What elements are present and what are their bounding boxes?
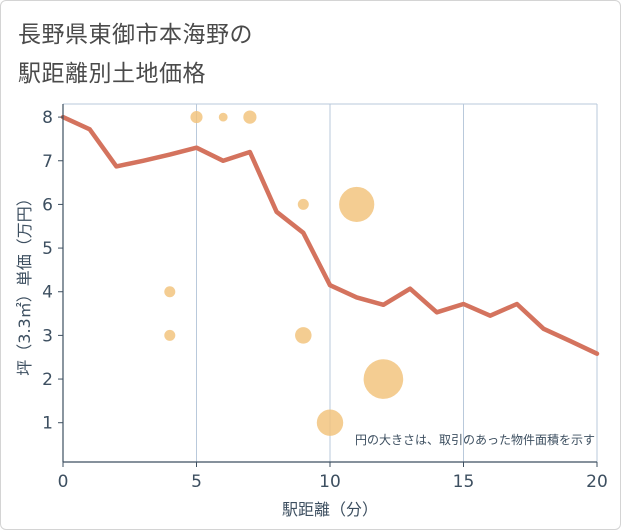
average-price-line — [60, 114, 600, 356]
bubble-point — [295, 327, 312, 344]
x-tick-label: 5 — [191, 472, 202, 492]
bubble-point — [243, 110, 257, 124]
y-tick-label: 2 — [42, 370, 53, 390]
bubble-series — [164, 110, 404, 436]
x-tick-label: 15 — [453, 472, 475, 492]
x-tick-label: 0 — [58, 472, 69, 492]
y-tick-label: 5 — [42, 239, 53, 259]
y-tick-label: 8 — [42, 108, 53, 128]
axes: 1 2 3 4 5 6 7 8 0 5 10 15 20 — [42, 104, 608, 492]
y-tick-label: 3 — [42, 326, 53, 346]
bubble-point — [297, 198, 309, 210]
x-axis-label: 駅距離（分） — [282, 500, 378, 519]
y-axis-label: 坪（3.3㎡）単価（万円） — [15, 190, 34, 375]
grid-lines — [63, 103, 598, 462]
bubble-point — [190, 111, 203, 124]
bubble-size-note: 円の大きさは、取引のあった物件面積を示す — [355, 432, 595, 447]
x-tick-label: 10 — [319, 472, 341, 492]
y-tick-label: 6 — [42, 195, 53, 215]
x-tick-label: 20 — [586, 472, 608, 492]
bubble-point — [363, 359, 404, 399]
y-tick-label: 1 — [42, 414, 53, 434]
line-series — [60, 114, 600, 356]
bubble-point — [339, 186, 375, 223]
bubble-point — [164, 286, 176, 298]
y-tick-label: 7 — [42, 152, 53, 172]
bubble-point — [218, 112, 228, 122]
chart-title-line2: 駅距離別土地価格 — [18, 61, 206, 87]
bubble-point — [316, 409, 344, 436]
chart-title-line1: 長野県東御市本海野の — [18, 22, 253, 48]
bubble-point — [164, 329, 176, 341]
y-tick-label: 4 — [42, 283, 53, 303]
